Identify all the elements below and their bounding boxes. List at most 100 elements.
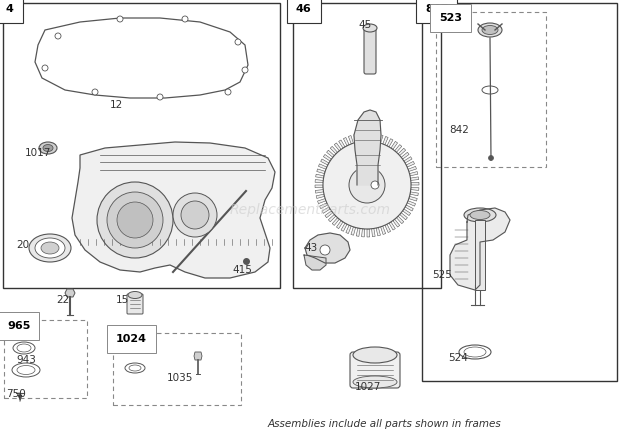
Polygon shape xyxy=(316,174,324,178)
Polygon shape xyxy=(316,194,324,198)
FancyBboxPatch shape xyxy=(364,26,376,74)
Ellipse shape xyxy=(478,23,502,37)
Polygon shape xyxy=(391,142,397,149)
Polygon shape xyxy=(387,139,393,147)
Polygon shape xyxy=(332,218,339,225)
Polygon shape xyxy=(305,233,350,263)
Text: 45: 45 xyxy=(358,20,371,30)
Text: 4: 4 xyxy=(6,4,14,14)
Polygon shape xyxy=(304,255,326,270)
Circle shape xyxy=(97,182,173,258)
Circle shape xyxy=(242,261,250,269)
Polygon shape xyxy=(400,213,407,220)
Polygon shape xyxy=(396,216,404,224)
Ellipse shape xyxy=(363,24,377,32)
Polygon shape xyxy=(315,180,323,183)
Polygon shape xyxy=(319,164,327,169)
Circle shape xyxy=(489,156,494,160)
Circle shape xyxy=(349,167,385,203)
Polygon shape xyxy=(339,140,345,148)
Text: 1027: 1027 xyxy=(355,382,381,392)
Text: 524: 524 xyxy=(448,353,468,363)
Polygon shape xyxy=(65,289,75,297)
Polygon shape xyxy=(405,205,414,211)
Polygon shape xyxy=(370,133,373,141)
Text: 847: 847 xyxy=(425,4,448,14)
Text: 842: 842 xyxy=(449,125,469,135)
Text: 15: 15 xyxy=(116,295,129,305)
Bar xyxy=(113,333,241,405)
Bar xyxy=(436,12,546,167)
Ellipse shape xyxy=(482,25,498,35)
Polygon shape xyxy=(330,146,337,154)
Polygon shape xyxy=(389,222,396,230)
Polygon shape xyxy=(346,225,352,233)
Text: 750: 750 xyxy=(6,389,26,399)
Circle shape xyxy=(92,89,98,95)
Ellipse shape xyxy=(128,291,142,298)
Text: 1017: 1017 xyxy=(25,148,51,158)
Text: 43: 43 xyxy=(304,243,317,253)
Polygon shape xyxy=(371,229,375,237)
Ellipse shape xyxy=(353,376,397,388)
Polygon shape xyxy=(378,135,383,143)
Polygon shape xyxy=(383,136,388,145)
Circle shape xyxy=(320,245,330,255)
Text: 525: 525 xyxy=(432,270,452,280)
Bar xyxy=(4,320,87,398)
Polygon shape xyxy=(398,148,405,156)
Polygon shape xyxy=(385,224,391,232)
Polygon shape xyxy=(316,190,324,193)
FancyBboxPatch shape xyxy=(127,294,143,314)
Polygon shape xyxy=(359,133,363,142)
Polygon shape xyxy=(410,192,418,196)
Polygon shape xyxy=(401,152,409,159)
Text: ReplacementParts.com: ReplacementParts.com xyxy=(229,203,391,217)
Text: 46: 46 xyxy=(296,4,312,14)
Polygon shape xyxy=(402,209,410,215)
Polygon shape xyxy=(409,196,417,201)
Ellipse shape xyxy=(43,145,53,152)
Text: 965: 965 xyxy=(7,321,30,331)
Polygon shape xyxy=(327,150,334,157)
Bar xyxy=(422,3,617,381)
Polygon shape xyxy=(329,215,336,222)
Polygon shape xyxy=(367,229,370,237)
Text: 12: 12 xyxy=(110,100,123,110)
Circle shape xyxy=(181,201,209,229)
Circle shape xyxy=(242,67,248,73)
Text: 415: 415 xyxy=(232,265,252,275)
Polygon shape xyxy=(450,208,510,290)
Polygon shape xyxy=(317,198,326,204)
Circle shape xyxy=(42,65,48,71)
Text: Assemblies include all parts shown in frames: Assemblies include all parts shown in fr… xyxy=(267,419,502,429)
Polygon shape xyxy=(395,145,402,153)
Polygon shape xyxy=(317,169,325,173)
Polygon shape xyxy=(334,143,341,151)
Polygon shape xyxy=(354,110,381,185)
FancyBboxPatch shape xyxy=(475,220,485,290)
Polygon shape xyxy=(321,159,329,165)
Polygon shape xyxy=(393,219,400,227)
Polygon shape xyxy=(322,207,330,213)
Text: 1035: 1035 xyxy=(167,373,193,383)
Polygon shape xyxy=(353,134,358,142)
Polygon shape xyxy=(315,185,323,188)
Polygon shape xyxy=(406,161,415,167)
Circle shape xyxy=(225,89,231,95)
Polygon shape xyxy=(194,352,202,360)
Polygon shape xyxy=(337,221,343,229)
Circle shape xyxy=(117,202,153,238)
Polygon shape xyxy=(351,227,356,235)
Polygon shape xyxy=(343,138,349,146)
Polygon shape xyxy=(356,228,360,236)
Polygon shape xyxy=(404,157,412,163)
Text: 20: 20 xyxy=(16,240,29,250)
Ellipse shape xyxy=(39,142,57,154)
Text: 523: 523 xyxy=(439,13,462,23)
Polygon shape xyxy=(365,133,367,141)
Circle shape xyxy=(157,94,163,100)
Text: 22: 22 xyxy=(56,295,69,305)
Ellipse shape xyxy=(41,242,59,254)
Polygon shape xyxy=(319,203,328,208)
